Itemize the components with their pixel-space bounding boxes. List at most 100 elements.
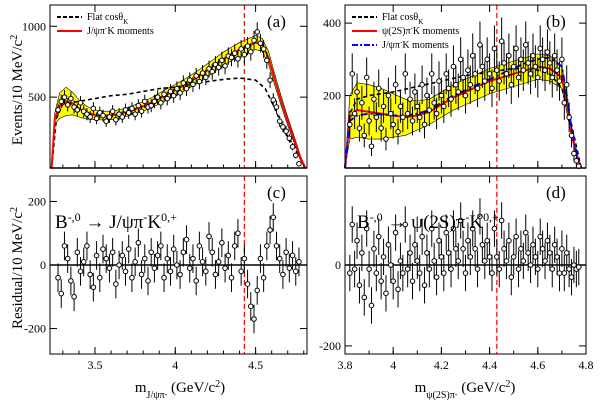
- data-point: [477, 42, 483, 48]
- y-tick-label: 200: [28, 194, 46, 208]
- data-point: [522, 42, 529, 48]
- data-point: [392, 229, 399, 236]
- data-point: [525, 250, 531, 256]
- data-point: [455, 89, 462, 95]
- data-point: [193, 73, 199, 79]
- data-point: [161, 91, 167, 98]
- legend-label-moments-b: ψ(2S)π-K moments: [382, 24, 459, 37]
- data-point: [366, 118, 372, 124]
- data-point: [426, 266, 433, 272]
- data-point: [390, 121, 397, 128]
- data-point: [450, 225, 457, 232]
- data-point: [400, 270, 406, 276]
- data-point: [397, 103, 404, 110]
- x-tick-label: 4.2: [434, 358, 449, 372]
- data-point: [539, 246, 546, 252]
- data-point: [264, 57, 270, 64]
- x-axis-title-right: mψ(2S)π- (GeV/c2): [415, 379, 516, 400]
- data-point: [453, 81, 459, 88]
- data-point: [467, 254, 474, 260]
- data-point: [64, 255, 71, 262]
- data-point: [183, 85, 190, 92]
- y-tick-label: 0: [40, 258, 46, 272]
- data-point: [378, 278, 384, 284]
- data-point: [443, 229, 450, 236]
- data-points-c: [55, 203, 302, 334]
- data-point: [520, 258, 527, 264]
- x-axis-title-left: mJ/ψπ- (GeV/c2): [135, 379, 225, 400]
- data-point: [113, 281, 119, 287]
- data-point: [387, 110, 394, 117]
- data-point: [453, 246, 459, 252]
- data-point: [71, 293, 77, 300]
- data-point: [537, 45, 544, 52]
- data-point: [55, 107, 61, 113]
- data-point: [125, 246, 132, 252]
- data-point: [559, 246, 565, 252]
- data-point: [385, 241, 392, 248]
- data-point: [554, 67, 560, 73]
- data-point: [457, 56, 464, 63]
- data-point: [561, 100, 568, 106]
- data-point: [90, 284, 97, 291]
- data-point: [106, 265, 113, 271]
- data-point: [441, 270, 447, 276]
- data-point: [373, 114, 380, 121]
- data-point: [532, 63, 539, 70]
- data-point: [289, 252, 296, 259]
- legend-b: Flat cosθK ψ(2S)π-K moments J/ψπ-K momen…: [352, 12, 459, 51]
- data-point: [151, 98, 158, 105]
- data-point: [503, 71, 510, 77]
- data-point: [174, 262, 180, 268]
- data-point: [445, 85, 452, 92]
- data-point: [219, 239, 225, 246]
- data-point: [496, 266, 503, 272]
- data-point: [225, 252, 232, 259]
- data-point: [503, 258, 510, 264]
- data-point: [296, 160, 302, 167]
- data-point: [180, 80, 187, 86]
- data-point: [203, 268, 209, 275]
- data-point: [397, 258, 404, 264]
- data-point: [280, 124, 286, 130]
- data-point: [167, 268, 174, 275]
- data-point: [186, 265, 193, 271]
- data-point: [212, 271, 219, 278]
- data-point: [58, 98, 65, 105]
- data-point: [448, 266, 454, 272]
- data-point: [206, 233, 212, 240]
- panel-label-d: (d): [546, 183, 566, 202]
- data-point: [273, 243, 280, 249]
- data-point: [535, 266, 541, 272]
- data-point: [467, 81, 474, 88]
- data-point: [556, 270, 563, 276]
- data-point: [547, 60, 553, 66]
- data-point: [264, 243, 270, 249]
- data-point: [55, 274, 61, 281]
- data-point: [158, 243, 164, 249]
- data-point: [238, 268, 244, 275]
- data-point: [93, 252, 100, 259]
- data-point: [203, 74, 209, 81]
- data-point: [428, 225, 435, 232]
- data-point: [87, 271, 93, 278]
- data-point: [455, 258, 462, 264]
- data-point: [129, 274, 135, 281]
- data-point: [412, 89, 418, 95]
- panel-b: 200 400 Flat cosθK ψ(2S)π-K moments J/ψπ-…: [323, 4, 587, 169]
- data-point: [489, 270, 495, 276]
- legend-label-moments-a: J/ψπ-K moments: [87, 24, 154, 37]
- data-point: [496, 78, 503, 84]
- data-point: [164, 95, 171, 102]
- data-point: [448, 96, 454, 102]
- y-tick-label: -200: [24, 322, 46, 336]
- data-point: [395, 286, 401, 293]
- data-point: [535, 74, 541, 81]
- data-point: [556, 78, 563, 84]
- data-point: [563, 250, 570, 256]
- y-tick-label: -200: [319, 339, 341, 353]
- panel-label-a: (a): [267, 12, 286, 31]
- data-point: [568, 274, 575, 280]
- data-point: [465, 67, 471, 73]
- data-point: [409, 278, 416, 284]
